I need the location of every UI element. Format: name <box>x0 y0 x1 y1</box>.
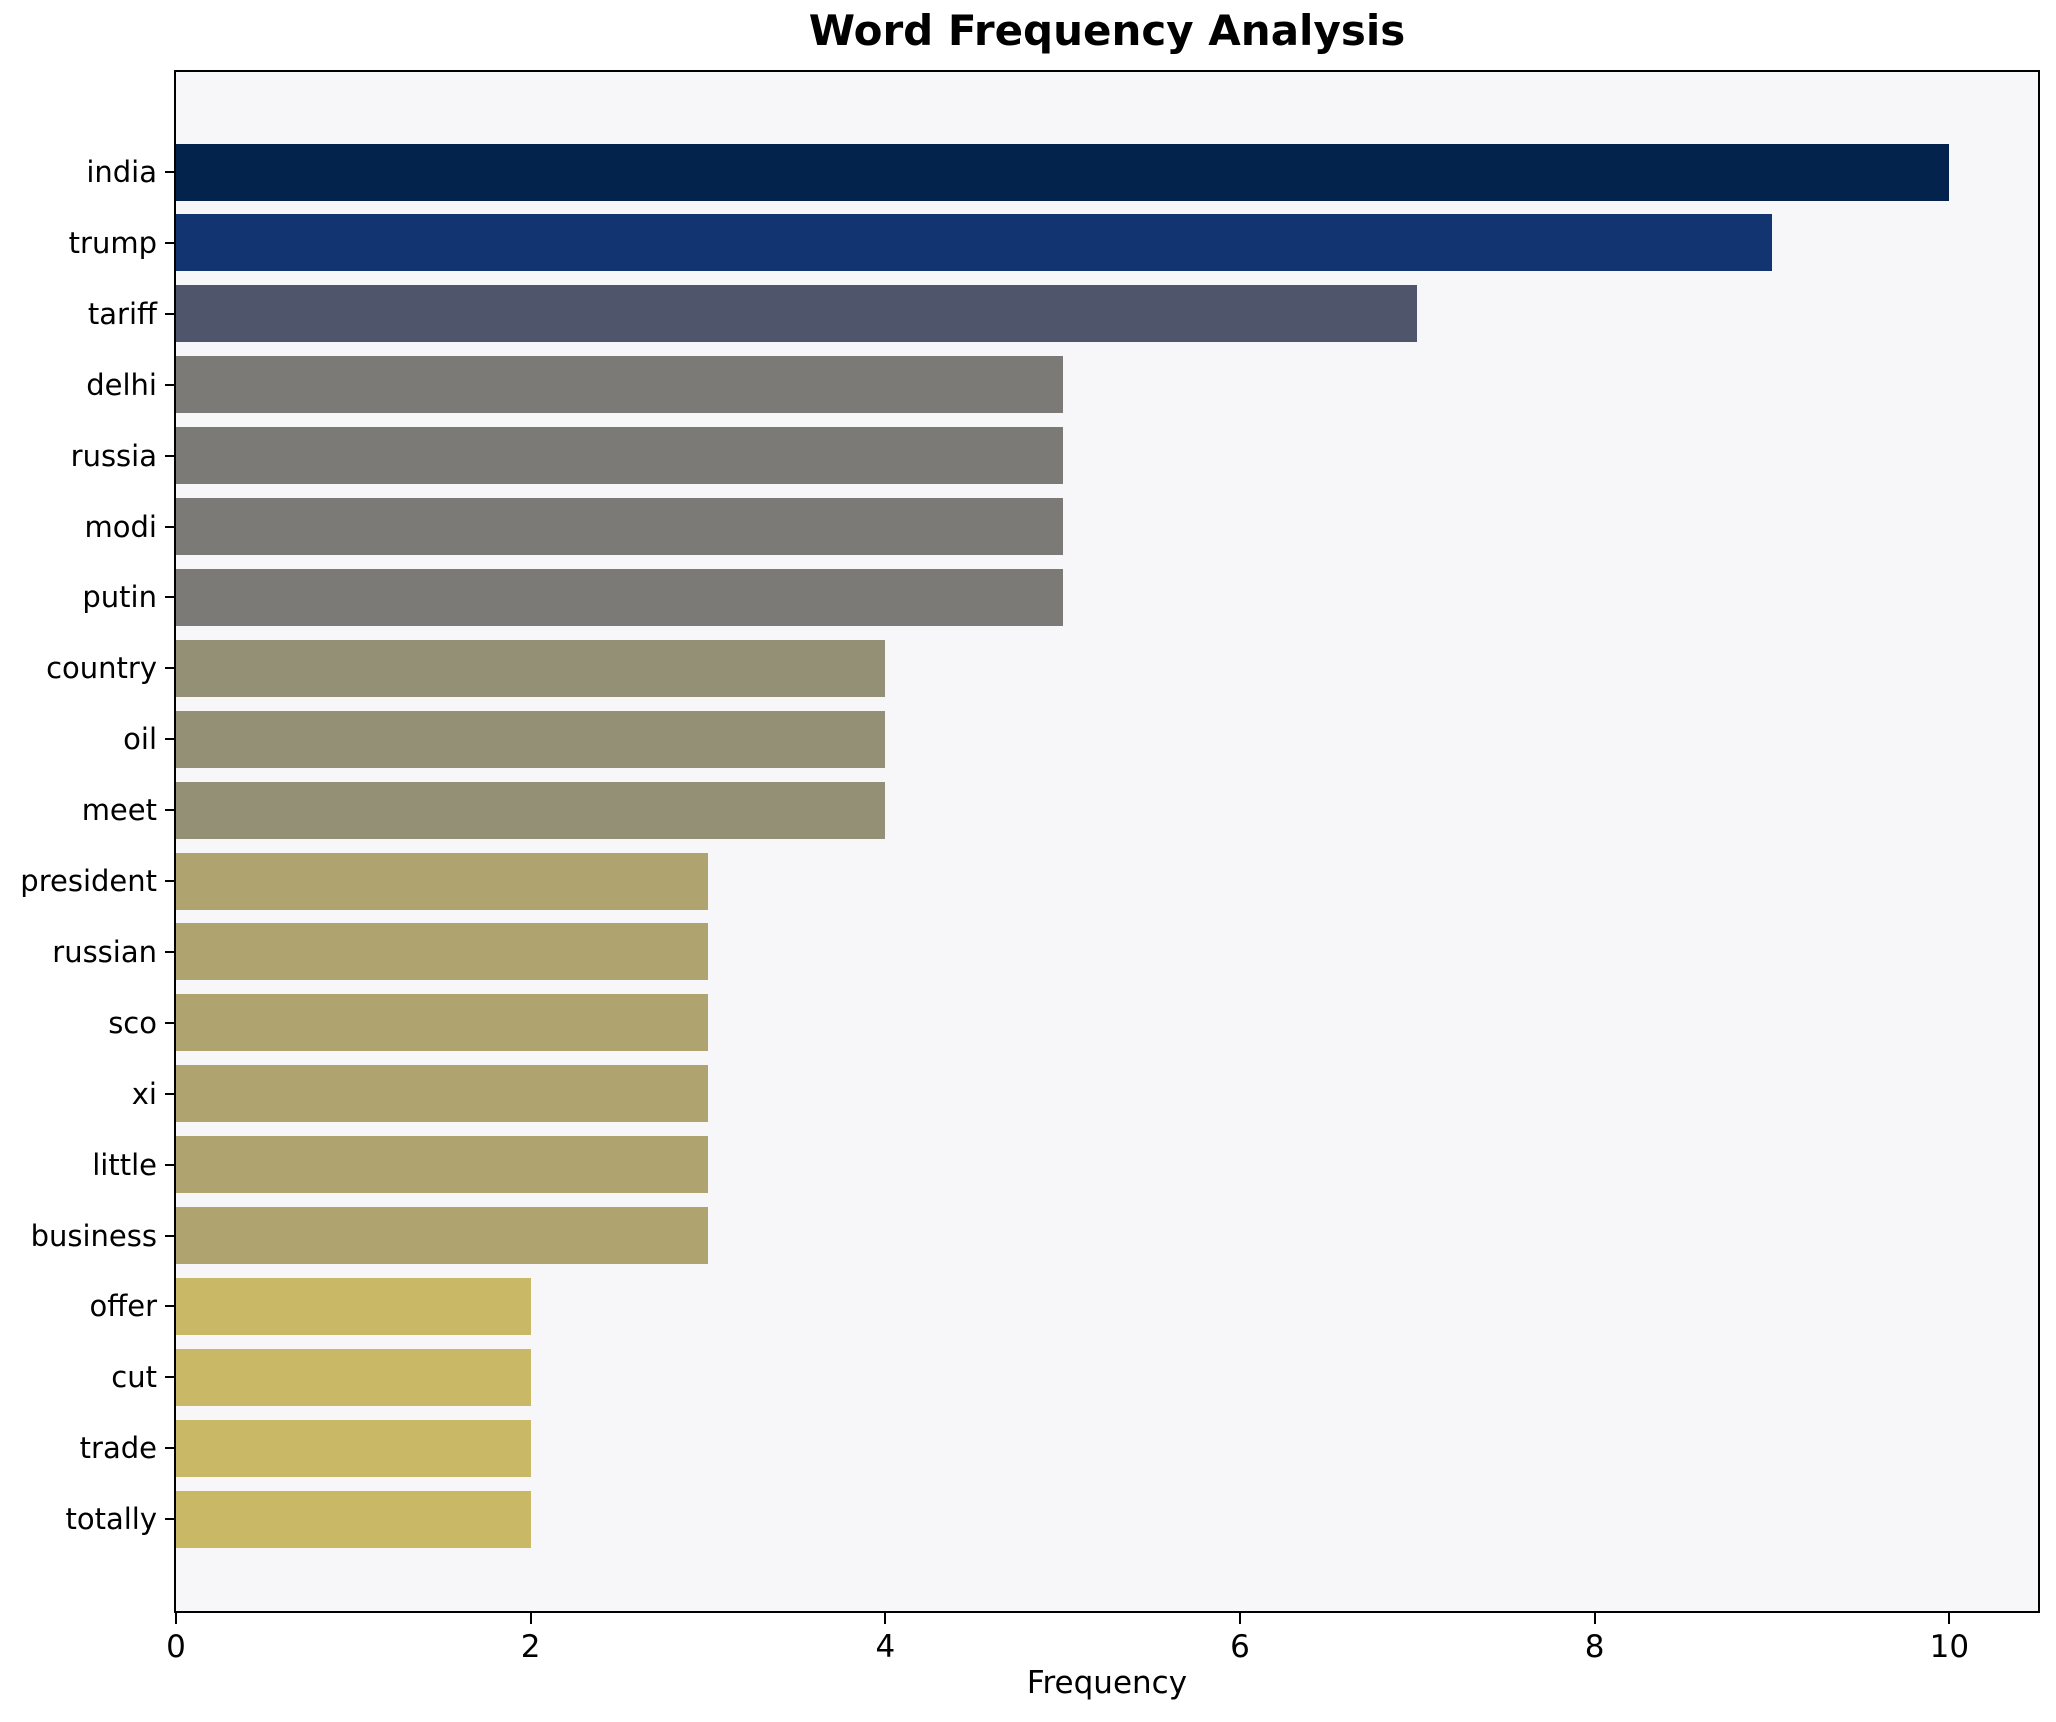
x-tick-label-4: 4 <box>875 1629 896 1665</box>
x-tick-label-8: 8 <box>1584 1629 1605 1665</box>
y-label-totally: totally <box>65 1502 157 1537</box>
y-label-trump: trump <box>68 225 157 260</box>
y-tick-trump <box>165 241 175 244</box>
y-label-putin: putin <box>82 580 157 615</box>
x-tick-2 <box>529 1613 532 1624</box>
y-tick-business <box>165 1234 175 1237</box>
y-label-president: president <box>20 864 157 898</box>
bar-cut <box>176 1348 531 1406</box>
y-label-little: little <box>92 1147 157 1182</box>
y-tick-totally <box>165 1518 175 1521</box>
y-tick-tariff <box>165 312 175 315</box>
bar-xi <box>176 1065 708 1123</box>
y-tick-putin <box>165 596 175 599</box>
y-tick-president <box>165 880 175 882</box>
y-tick-cut <box>165 1376 175 1379</box>
x-tick-label-0: 0 <box>166 1629 186 1665</box>
y-tick-modi <box>165 525 175 528</box>
x-tick-6 <box>1239 1613 1241 1624</box>
bar-putin <box>176 568 1063 626</box>
y-label-modi: modi <box>84 509 157 544</box>
y-label-russian: russian <box>52 934 157 969</box>
x-tick-8 <box>1593 1613 1596 1624</box>
y-tick-meet <box>165 809 175 812</box>
x-tick-label-10: 10 <box>1929 1629 1970 1665</box>
bar-tariff <box>176 285 1418 343</box>
y-label-trade: trade <box>79 1431 157 1466</box>
bar-sco <box>176 994 708 1052</box>
y-label-business: business <box>30 1218 157 1253</box>
y-tick-little <box>165 1163 175 1166</box>
bar-modi <box>176 498 1063 555</box>
y-tick-xi <box>165 1092 175 1095</box>
y-tick-trade <box>165 1447 175 1450</box>
y-tick-russia <box>165 454 175 457</box>
bar-trump <box>176 214 1772 272</box>
bar-delhi <box>176 356 1063 414</box>
plot-area <box>174 70 2040 1613</box>
y-label-cut: cut <box>111 1360 157 1395</box>
bar-totally <box>176 1490 531 1548</box>
x-tick-10 <box>1948 1613 1951 1624</box>
bar-country <box>176 639 886 697</box>
x-tick-4 <box>884 1613 887 1624</box>
y-label-russia: russia <box>70 438 157 473</box>
y-label-meet: meet <box>81 793 157 828</box>
y-tick-sco <box>165 1021 175 1024</box>
x-tick-0 <box>175 1613 177 1624</box>
y-label-india: india <box>86 155 157 189</box>
bar-little <box>176 1136 708 1194</box>
x-tick-label-6: 6 <box>1230 1629 1250 1665</box>
y-tick-india <box>165 171 175 173</box>
bar-trade <box>176 1419 531 1477</box>
y-tick-offer <box>165 1305 175 1308</box>
bar-oil <box>176 710 886 768</box>
bar-russia <box>176 427 1063 485</box>
bar-president <box>176 852 708 910</box>
y-tick-delhi <box>165 383 175 386</box>
x-tick-label-2: 2 <box>520 1629 541 1665</box>
chart-title: Word Frequency Analysis <box>808 6 1406 55</box>
y-label-offer: offer <box>89 1289 158 1324</box>
y-label-delhi: delhi <box>86 367 157 402</box>
bar-meet <box>176 781 886 839</box>
y-label-sco: sco <box>108 1005 157 1040</box>
y-label-xi: xi <box>131 1076 157 1111</box>
bar-russian <box>176 923 708 981</box>
y-label-country: country <box>46 651 157 686</box>
y-tick-country <box>165 667 175 670</box>
bar-offer <box>176 1277 531 1335</box>
bar-india <box>176 143 1950 201</box>
bar-business <box>176 1207 708 1264</box>
x-axis-label: Frequency <box>1026 1665 1188 1701</box>
y-tick-russian <box>165 950 175 953</box>
y-label-oil: oil <box>123 722 157 757</box>
y-tick-oil <box>165 738 175 741</box>
y-label-tariff: tariff <box>87 296 157 331</box>
